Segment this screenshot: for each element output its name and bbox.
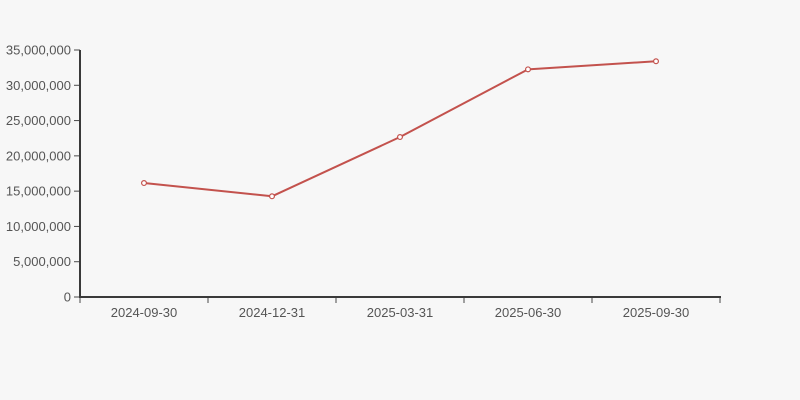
y-axis-tick-label: 10,000,000 — [6, 219, 71, 234]
y-axis-tick-label: 5,000,000 — [13, 254, 71, 269]
x-axis-tick-label: 2025-06-30 — [495, 305, 562, 320]
data-point[interactable] — [652, 58, 659, 65]
data-point[interactable] — [397, 134, 404, 141]
data-point[interactable] — [141, 180, 148, 187]
y-axis-tick-label: 0 — [64, 290, 71, 305]
x-axis-tick-label: 2024-09-30 — [111, 305, 178, 320]
data-point[interactable] — [524, 66, 531, 73]
x-axis-tick-label: 2025-09-30 — [623, 305, 690, 320]
y-axis-tick-label: 15,000,000 — [6, 184, 71, 199]
y-axis-tick-label: 35,000,000 — [6, 43, 71, 58]
x-axis-tick-label: 2025-03-31 — [367, 305, 434, 320]
series-line — [143, 60, 657, 198]
y-axis-tick-label: 20,000,000 — [6, 148, 71, 163]
y-axis-tick-label: 25,000,000 — [6, 113, 71, 128]
y-axis-tick-label: 30,000,000 — [6, 78, 71, 93]
x-axis-tick-label: 2024-12-31 — [239, 305, 306, 320]
data-point[interactable] — [269, 193, 276, 200]
